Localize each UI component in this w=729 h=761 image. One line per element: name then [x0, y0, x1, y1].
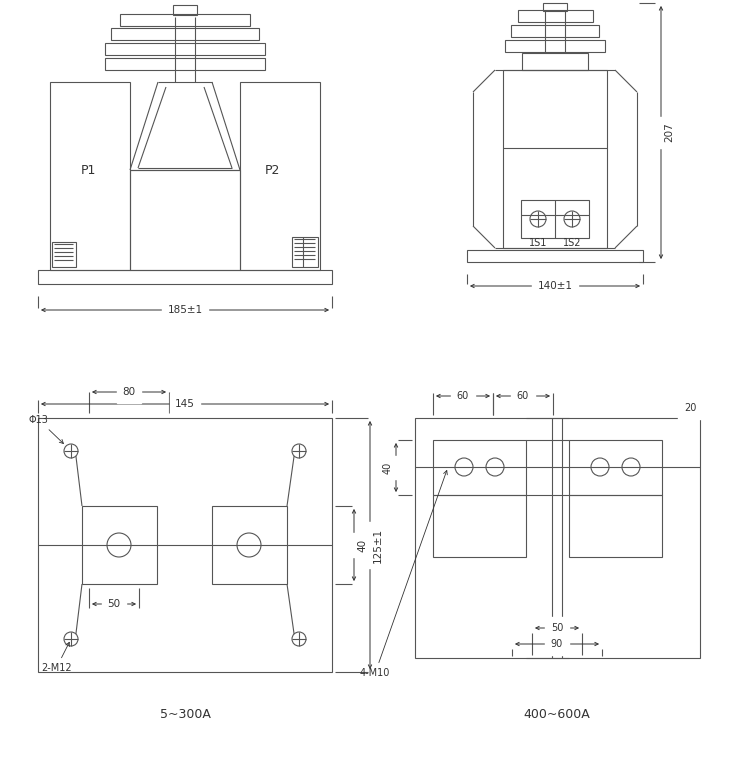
Text: 1S1: 1S1 [529, 238, 547, 248]
Text: 50: 50 [107, 599, 120, 609]
Text: 80: 80 [122, 387, 136, 397]
Text: 50: 50 [551, 623, 564, 633]
Bar [111, 28, 259, 40]
Text: P1: P1 [80, 164, 95, 177]
Bar [467, 250, 643, 262]
Bar [292, 237, 318, 267]
Bar [521, 200, 589, 238]
Bar [82, 506, 157, 584]
Bar [105, 43, 265, 55]
Text: 185±1: 185±1 [168, 305, 203, 315]
Text: 60: 60 [517, 391, 529, 401]
Bar [38, 418, 332, 672]
Bar [130, 170, 240, 270]
Bar [518, 10, 593, 22]
Bar [173, 5, 197, 15]
Bar [569, 495, 662, 557]
Text: 20: 20 [684, 403, 696, 413]
Bar [543, 3, 567, 11]
Bar [52, 242, 76, 267]
Bar [212, 506, 287, 584]
Bar [38, 270, 332, 284]
Text: 4-M10: 4-M10 [360, 470, 448, 678]
Text: 5~300A: 5~300A [160, 708, 211, 721]
Text: 2-M12: 2-M12 [41, 642, 71, 673]
Bar [415, 418, 700, 658]
Text: 60: 60 [457, 391, 469, 401]
Bar [569, 440, 662, 495]
Text: 125±1: 125±1 [373, 527, 383, 562]
Bar [503, 70, 607, 248]
Text: 40: 40 [383, 461, 393, 473]
Text: 1S2: 1S2 [563, 238, 581, 248]
Text: 207: 207 [664, 123, 674, 142]
Bar [120, 14, 250, 26]
Text: 400~600A: 400~600A [523, 708, 590, 721]
Bar [511, 25, 599, 37]
Bar [105, 58, 265, 70]
Bar [433, 495, 526, 557]
Bar [240, 82, 320, 270]
Bar [505, 40, 605, 52]
Bar [522, 53, 588, 70]
Text: Φ13: Φ13 [29, 415, 63, 444]
Text: 40: 40 [357, 539, 367, 552]
Text: 140±1: 140±1 [537, 281, 572, 291]
Text: P2: P2 [265, 164, 280, 177]
Text: 145: 145 [175, 399, 195, 409]
Bar [50, 82, 130, 270]
Bar [433, 440, 526, 495]
Text: 90: 90 [551, 639, 563, 649]
